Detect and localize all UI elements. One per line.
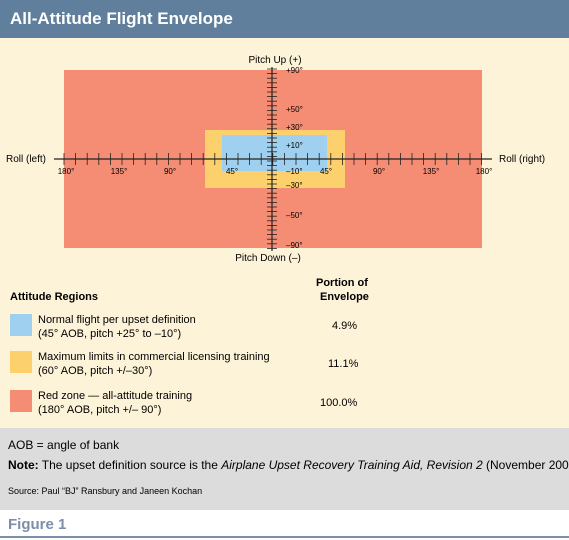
pitch-down-label: Pitch Down (–): [235, 253, 301, 264]
roll-right-label: Roll (right): [499, 154, 545, 165]
roll-left-label: Roll (left): [6, 154, 46, 165]
legend-col-portion-line1: Portion of: [316, 277, 368, 289]
pitch-tick-label: +50°: [286, 105, 303, 114]
footer-notes: AOB = angle of bank Note: The upset defi…: [0, 428, 569, 510]
roll-tick-label-left: 45°: [226, 167, 238, 176]
pitch-tick-labels: +90° +50° +30° +10° –10° –30° –50° –90°: [286, 66, 303, 250]
legend-col-regions: Attitude Regions: [10, 291, 98, 303]
roll-tick-label-right: 90°: [373, 167, 385, 176]
pitch-tick-label: –90°: [286, 241, 303, 250]
flight-envelope-diagram: Pitch Up (+) Pitch Down (–) Roll (left) …: [6, 55, 545, 264]
roll-tick-label-left: 135°: [111, 167, 128, 176]
legend-swatch-max-limits: [10, 351, 32, 373]
roll-tick-label-right: 180°: [476, 167, 493, 176]
note-text-1: The upset definition source is the: [38, 458, 222, 472]
roll-tick-labels: 180° 135° 90° 45° 45° 90° 135° 180°: [58, 167, 493, 176]
pitch-tick-label: +90°: [286, 66, 303, 75]
legend-swatch-red-zone: [10, 390, 32, 412]
legend-item-line2: (60° AOB, pitch +/–30°): [38, 365, 153, 377]
legend-item-line2: (45° AOB, pitch +25° to –10°): [38, 328, 182, 340]
axes: [54, 67, 492, 251]
roll-tick-label-left: 180°: [58, 167, 75, 176]
note-source-title: Airplane Upset Recovery Training Aid, Re…: [221, 458, 483, 472]
figure-underline: [0, 536, 569, 538]
source-credit: Source: Paul “BJ” Ransbury and Janeen Ko…: [8, 486, 203, 496]
legend-item-portion: 4.9%: [332, 320, 358, 332]
legend-item-line1: Red zone — all-attitude training: [38, 390, 193, 402]
pitch-tick-label: –30°: [286, 181, 303, 190]
roll-tick-label-right: 135°: [423, 167, 440, 176]
roll-tick-label-left: 90°: [164, 167, 176, 176]
legend-swatch-normal: [10, 314, 32, 336]
legend-item-line1: Normal flight per upset definition: [38, 314, 196, 326]
note-line: Note: The upset definition source is the…: [8, 458, 569, 472]
legend-item-label: Red zone — all-attitude training (180° A…: [38, 389, 192, 417]
roll-tick-label-right: 45°: [320, 167, 332, 176]
aob-note: AOB = angle of bank: [8, 438, 120, 452]
legend-item-label: Maximum limits in commercial licensing t…: [38, 350, 270, 378]
note-text-2: (November 2008).: [486, 458, 569, 472]
legend-item-portion: 100.0%: [320, 397, 358, 409]
figure-title: All-Attitude Flight Envelope: [10, 9, 233, 28]
legend-item-line1: Maximum limits in commercial licensing t…: [38, 351, 270, 363]
legend-item-label: Normal flight per upset definition (45° …: [38, 313, 196, 341]
pitch-tick-label: +10°: [286, 141, 303, 150]
legend-item-line2: (180° AOB, pitch +/– 90°): [38, 404, 162, 416]
pitch-tick-label: +30°: [286, 123, 303, 132]
legend-col-portion-line2: Envelope: [320, 291, 369, 303]
pitch-tick-label: –10°: [286, 167, 303, 176]
header-bar: All-Attitude Flight Envelope: [0, 0, 569, 38]
legend-item-portion: 11.1%: [328, 358, 359, 370]
pitch-tick-label: –50°: [286, 211, 303, 220]
normal-flight-region: [222, 135, 327, 171]
pitch-up-label: Pitch Up (+): [248, 55, 301, 66]
note-label: Note:: [8, 458, 39, 472]
figure-label: Figure 1: [8, 516, 67, 533]
